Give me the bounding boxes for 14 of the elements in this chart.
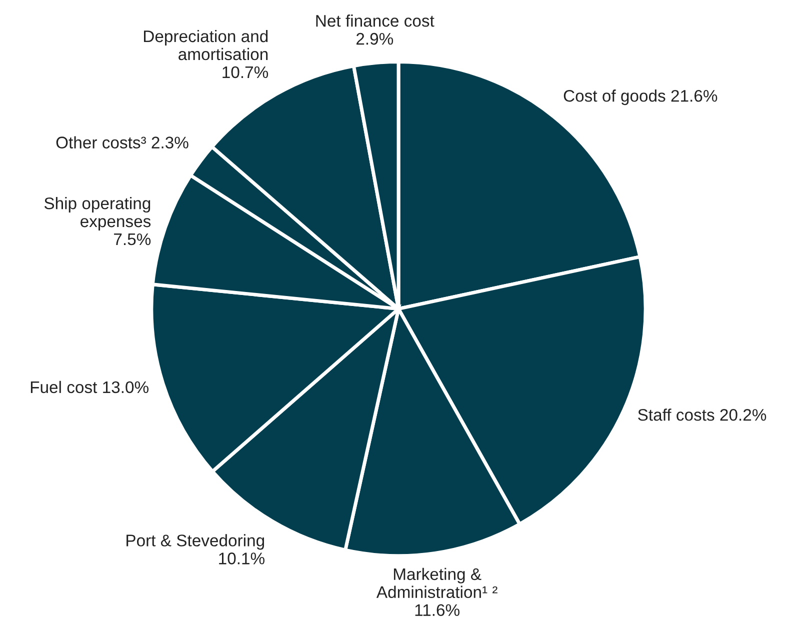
data-label: 7.5% — [114, 233, 151, 246]
slice-label: Port & Stevedoring — [126, 534, 264, 550]
data-label: 10.1% — [219, 552, 264, 564]
data-label: 10.7% — [222, 66, 268, 78]
slice-label: Ship operating expenses — [44, 197, 151, 231]
slice-label: Staff costs 20.2% — [638, 408, 766, 421]
data-label: 2.9% — [356, 32, 394, 45]
slice-label: Cost of goods 21.6% — [564, 90, 718, 106]
slice-label: Marketing & Administration¹ ² — [376, 568, 498, 598]
slice-label: Other costs³ 2.3% — [56, 136, 188, 148]
slice-label: Net finance cost — [316, 14, 434, 27]
slice-label: Depreciation and amortisation — [144, 30, 268, 60]
slice-label: Fuel cost 13.0% — [30, 380, 148, 394]
data-label: 11.6% — [415, 604, 460, 616]
